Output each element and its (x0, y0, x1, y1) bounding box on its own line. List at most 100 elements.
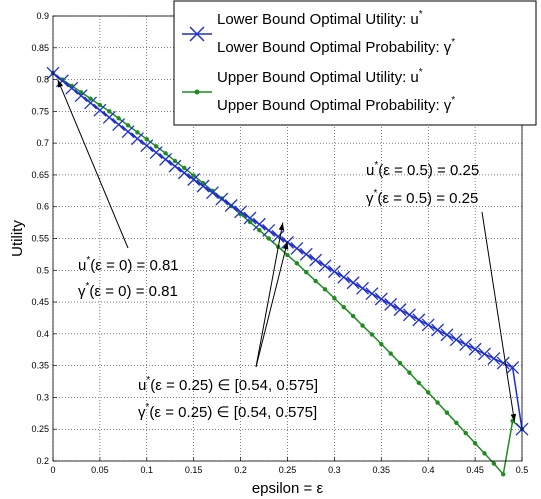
upper-bound-point (379, 341, 384, 347)
lower-bound-point (262, 223, 276, 237)
x-tick-label: 0.35 (373, 465, 391, 475)
lower-bound-point (318, 259, 332, 273)
y-tick-label: 0.7 (36, 138, 49, 148)
lower-bound-point (243, 211, 257, 225)
arrow-eps025-upper (255, 222, 285, 368)
y-tick-label: 0.45 (31, 297, 49, 307)
upper-bound-point (360, 323, 365, 328)
lower-bound-point (177, 166, 191, 180)
legend-entry-1: Lower Bound Optimal Probability: γ* (217, 37, 455, 56)
upper-bound-point (153, 144, 159, 149)
lower-bound-point (290, 241, 304, 255)
lower-bound-point (384, 297, 398, 311)
lower-bound-point (215, 192, 229, 206)
upper-bound-point (107, 109, 112, 114)
lower-bound-point (112, 118, 126, 132)
upper-bound-point (313, 278, 318, 284)
upper-bound-point (88, 96, 93, 101)
legend-entry-2: Upper Bound Optimal Utility: u* (217, 67, 423, 86)
x-tick-label: 0.25 (279, 465, 297, 475)
lower-bound-point (374, 292, 388, 306)
y-tick-label: 0.65 (31, 170, 49, 180)
x-tick-label: 0.05 (91, 465, 109, 475)
y-tick-label: 0.8 (36, 75, 49, 85)
upper-bound-point (416, 380, 422, 386)
x-tick-label: 0.4 (422, 465, 435, 475)
y-tick-label: 0.85 (31, 43, 49, 53)
upper-bound-point (163, 151, 168, 156)
upper-bound-point (285, 252, 290, 258)
arrow-eps0 (57, 79, 129, 249)
lower-bound-point (496, 356, 510, 370)
upper-bound-point (257, 228, 262, 233)
lower-bound-point (506, 361, 520, 375)
lower-bound-point (346, 276, 360, 290)
lower-bound-point (74, 89, 88, 103)
legend-lower-marker (189, 26, 205, 42)
x-tick-label: 0.2 (234, 465, 247, 475)
upper-bound-point (172, 158, 178, 164)
lower-bound-point (121, 125, 135, 139)
upper-bound-point (426, 390, 431, 395)
lower-bound-point (459, 338, 473, 351)
lower-bound-point (440, 328, 454, 342)
lower-bound-point (337, 270, 351, 284)
lower-bound-point (327, 265, 341, 279)
y-tick-label: 0.3 (36, 392, 49, 402)
upper-bound-point (144, 137, 149, 142)
upper-bound-point (135, 130, 140, 135)
lower-bound-point (187, 173, 201, 186)
upper-bound-point (397, 360, 403, 366)
y-tick-label: 0.9 (36, 11, 49, 21)
upper-bound-point (388, 351, 393, 356)
lower-bound-point (102, 111, 116, 124)
upper-bound-point (463, 430, 468, 436)
legend-box (173, 0, 537, 126)
annotations: u*(ε = 0) = 0.81 γ*(ε = 0) = 0.81 u*(ε = 0… (57, 79, 517, 422)
lower-bound-point (159, 152, 173, 166)
upper-bound-point (491, 461, 497, 466)
lower-bound-point (168, 159, 182, 173)
lower-bound-point (431, 323, 445, 337)
annotation-eps0-u: u*(ε = 0) = 0.81 (78, 255, 179, 274)
upper-bound-point (182, 165, 187, 171)
lower-bound-point (299, 247, 313, 261)
y-tick-label: 0.75 (31, 106, 49, 116)
legend: Lower Bound Optimal Utility: u* Lower Bou… (173, 0, 537, 126)
lower-bound-point (206, 186, 219, 200)
upper-bound-point (407, 370, 412, 375)
upper-bound-point (482, 451, 487, 456)
lower-bound-point (93, 103, 107, 117)
upper-bound-point (266, 236, 271, 241)
upper-bound-point (444, 410, 450, 415)
lower-bound-point (130, 132, 144, 146)
x-tick-label: 0.1 (141, 465, 154, 475)
upper-bound-point (304, 269, 309, 275)
upper-bound-point (322, 287, 328, 292)
lower-bound-point (252, 217, 266, 231)
axes: 0 0.05 0.1 0.15 0.2 0.25 0.3 0.35 0.4 0.45 0.5 0.2 0… (9, 11, 528, 497)
lower-bound-point (224, 199, 238, 212)
upper-bound-point (472, 441, 478, 446)
lower-bound-point (468, 342, 482, 356)
upper-bound-point (191, 173, 196, 178)
upper-bound-point (350, 313, 356, 319)
upper-bound-point (369, 332, 375, 337)
lower-bound-point (196, 179, 210, 193)
lower-bound-point (421, 318, 435, 332)
lower-bound-point (271, 230, 285, 243)
lower-bound-point (356, 281, 369, 295)
upper-bound-point (97, 102, 103, 108)
y-tick-label: 0.35 (31, 361, 49, 371)
series-layer (46, 66, 529, 477)
y-tick-label: 0.55 (31, 234, 49, 244)
arrow-eps05 (481, 211, 517, 422)
arrow-eps025-lower (255, 241, 289, 368)
lower-bound-point (487, 352, 501, 366)
lower-bound-point (478, 347, 491, 361)
upper-bound-point (332, 296, 337, 301)
legend-upper-marker (194, 89, 200, 95)
lower-bound-point (234, 205, 248, 219)
x-tick-label: 0 (50, 465, 55, 475)
